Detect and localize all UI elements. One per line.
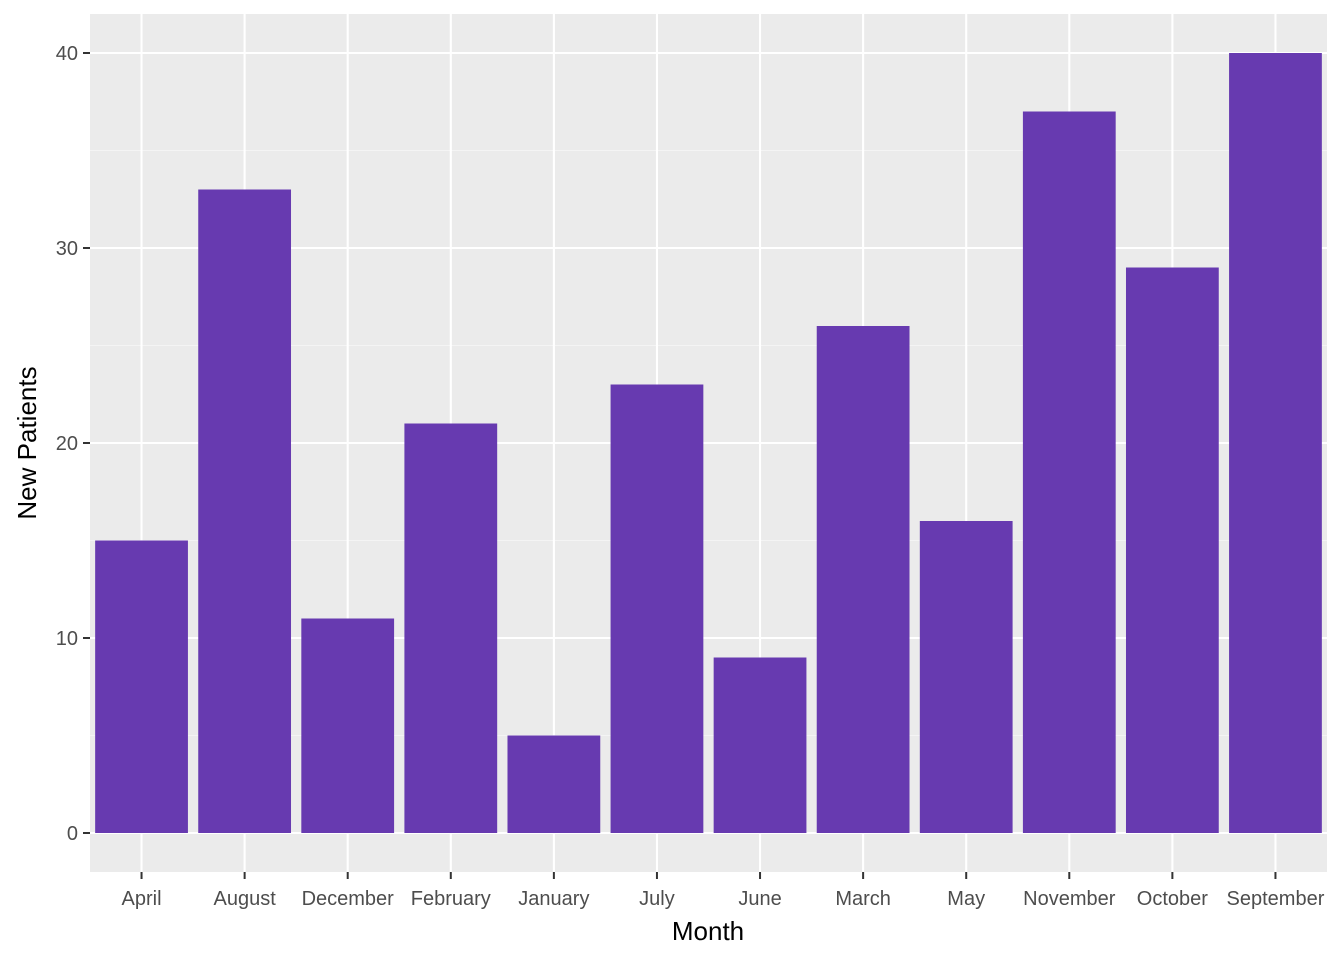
x-tick-label: May (947, 888, 985, 910)
x-tick-label: July (639, 888, 675, 910)
x-axis-title: Month (672, 916, 744, 946)
x-tick-label: August (213, 888, 276, 910)
bar-october (1125, 267, 1219, 833)
bar-april (95, 540, 188, 833)
y-axis: 0 10 20 30 40 (56, 43, 90, 845)
bar-january (507, 735, 601, 833)
bar-may (919, 521, 1013, 833)
x-tick-label: December (302, 888, 395, 910)
y-tick-label: 20 (56, 433, 78, 455)
x-tick-label: October (1137, 888, 1208, 910)
x-tick-label: April (122, 888, 162, 910)
bar-november (1022, 111, 1116, 833)
bar-february (404, 423, 498, 833)
y-axis-title: New Patients (12, 366, 42, 519)
grid-minor (90, 149, 1327, 737)
y-tick-label: 30 (56, 238, 78, 260)
x-tick-label: February (411, 888, 491, 910)
x-tick-label: November (1023, 888, 1116, 910)
x-tick-label: January (518, 888, 589, 910)
y-tick-label: 0 (67, 823, 78, 845)
bar-june (713, 657, 807, 833)
y-tick-label: 10 (56, 628, 78, 650)
x-tick-label: September (1227, 888, 1325, 910)
bars (95, 53, 1322, 833)
bar-march (816, 326, 910, 833)
x-tick-label: March (835, 888, 891, 910)
bar-december (301, 618, 395, 833)
y-tick-label: 40 (56, 43, 78, 65)
bar-september (1229, 53, 1322, 833)
x-tick-label: June (738, 888, 781, 910)
x-axis: April August December February January July Ju… (122, 872, 1325, 910)
bar-august (198, 189, 292, 833)
bar-july (610, 384, 704, 833)
